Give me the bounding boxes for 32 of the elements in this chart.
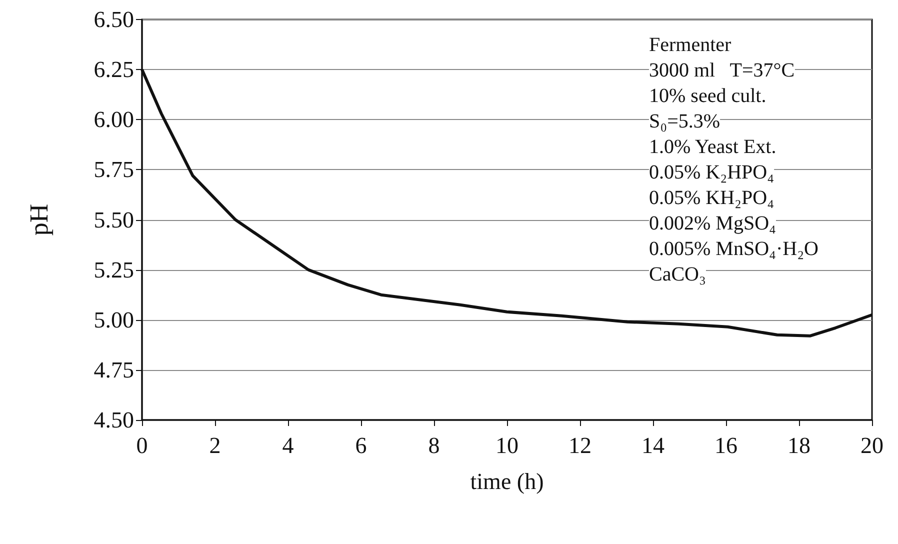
x-tick-label: 16 xyxy=(714,433,738,458)
annotation: 0.005% MnSO₄·H₂O xyxy=(649,238,819,260)
annotation: 10% seed cult. xyxy=(649,85,766,107)
y-tick-label: 6.25 xyxy=(94,57,134,82)
y-tick-label: 5.00 xyxy=(94,307,134,332)
y-tick-label: 6.00 xyxy=(94,107,134,132)
annotation: Fermenter xyxy=(649,34,732,56)
x-tick-label: 0 xyxy=(136,433,148,458)
x-tick-label: 20 xyxy=(860,433,884,458)
annotation: S₀=5.3% xyxy=(649,110,720,132)
y-tick-label: 4.75 xyxy=(94,357,134,382)
x-tick-label: 4 xyxy=(282,433,294,458)
annotation: CaCO₃ xyxy=(649,264,706,286)
annotation: 0.05% K₂HPO₄ xyxy=(649,162,774,184)
annotation: 0.05% KH₂PO₄ xyxy=(649,187,774,209)
annotation: 0.002% MgSO₄ xyxy=(649,212,776,234)
annotation: 3000 ml T=37°C xyxy=(649,60,795,82)
x-tick-label: 2 xyxy=(209,433,221,458)
y-axis-title: pH xyxy=(24,204,54,236)
x-tick-label: 8 xyxy=(428,433,440,458)
y-tick-label: 6.50 xyxy=(94,7,134,32)
x-tick-label: 6 xyxy=(355,433,367,458)
y-tick-label: 4.50 xyxy=(94,408,134,432)
x-tick-label: 14 xyxy=(642,433,665,458)
y-tick-label: 5.50 xyxy=(94,207,134,232)
x-tick-label: 12 xyxy=(568,433,592,458)
x-axis-title: time (h) xyxy=(470,469,544,494)
y-tick-label: 5.75 xyxy=(94,157,134,182)
y-tick-label: 5.25 xyxy=(94,257,134,282)
x-tick-label: 18 xyxy=(788,433,810,458)
x-tick-label: 10 xyxy=(496,433,518,458)
annotation: 1.0% Yeast Ext. xyxy=(649,136,776,158)
